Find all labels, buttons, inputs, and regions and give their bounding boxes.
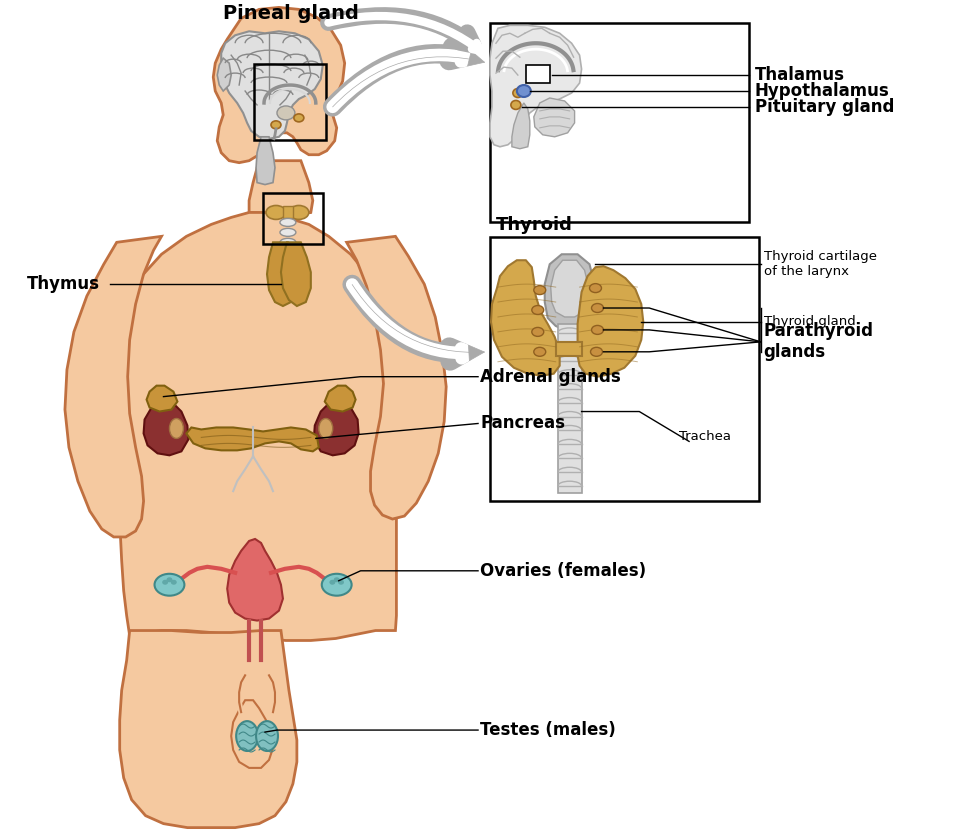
Text: Hypothalamus: Hypothalamus [755,82,889,100]
Polygon shape [545,254,595,330]
Polygon shape [120,631,296,828]
Polygon shape [512,103,529,149]
FancyArrowPatch shape [352,284,463,361]
Polygon shape [249,160,313,214]
Ellipse shape [293,114,304,122]
Polygon shape [556,342,581,356]
Ellipse shape [256,721,278,751]
Ellipse shape [277,106,294,120]
Text: Thyroid cartilage
of the larynx: Thyroid cartilage of the larynx [763,250,877,278]
Polygon shape [551,260,589,317]
Polygon shape [214,7,344,163]
Ellipse shape [592,326,604,334]
Polygon shape [533,98,574,137]
Text: Thyroid gland: Thyroid gland [763,316,855,328]
Text: Parathyroid
glands: Parathyroid glands [763,322,874,361]
Text: Thymus: Thymus [27,275,100,293]
Text: Testes (males): Testes (males) [480,721,616,739]
Polygon shape [314,401,359,455]
Ellipse shape [322,573,352,596]
Ellipse shape [236,721,258,751]
Ellipse shape [167,578,173,583]
Ellipse shape [170,419,183,439]
Ellipse shape [154,573,184,596]
FancyArrowPatch shape [332,51,485,107]
Ellipse shape [280,229,295,236]
Ellipse shape [531,306,544,314]
Text: Trachea: Trachea [680,430,731,443]
Polygon shape [217,58,231,91]
FancyArrowPatch shape [352,284,471,358]
Ellipse shape [280,238,295,246]
Ellipse shape [513,89,523,97]
Ellipse shape [319,419,332,439]
Polygon shape [112,213,397,641]
Ellipse shape [266,205,286,219]
Text: Pancreas: Pancreas [480,415,566,432]
FancyArrowPatch shape [332,52,472,107]
Polygon shape [491,260,560,376]
Ellipse shape [338,580,344,585]
Ellipse shape [592,303,604,312]
Polygon shape [577,266,644,376]
Ellipse shape [511,101,521,110]
Ellipse shape [171,580,176,585]
Polygon shape [281,243,311,306]
FancyArrowPatch shape [332,47,464,107]
Text: Ovaries (females): Ovaries (females) [480,562,646,580]
Ellipse shape [533,286,546,294]
Text: Thalamus: Thalamus [755,66,844,84]
Ellipse shape [517,85,530,97]
Ellipse shape [591,347,603,356]
FancyBboxPatch shape [526,65,550,83]
FancyBboxPatch shape [490,238,759,501]
Polygon shape [143,401,188,455]
Polygon shape [221,32,323,139]
Ellipse shape [590,283,602,293]
Polygon shape [558,324,581,493]
Ellipse shape [280,219,295,226]
Polygon shape [267,243,294,306]
Ellipse shape [531,327,544,337]
Polygon shape [490,25,581,147]
Polygon shape [283,206,292,219]
Text: Pineal gland: Pineal gland [223,4,359,23]
Text: Adrenal glands: Adrenal glands [480,367,621,386]
FancyArrowPatch shape [352,284,485,361]
Ellipse shape [333,578,339,583]
Polygon shape [186,427,319,451]
FancyBboxPatch shape [490,23,749,223]
Ellipse shape [330,580,335,585]
Polygon shape [325,386,356,411]
Ellipse shape [289,205,309,219]
Text: Pituitary gland: Pituitary gland [755,98,894,116]
Ellipse shape [271,120,281,129]
Polygon shape [146,386,177,411]
Polygon shape [256,137,275,184]
Polygon shape [231,701,273,768]
Ellipse shape [533,347,546,356]
Polygon shape [65,236,162,537]
Ellipse shape [162,580,168,585]
Text: Thyroid: Thyroid [496,216,573,234]
Polygon shape [347,236,447,519]
Polygon shape [227,539,283,621]
